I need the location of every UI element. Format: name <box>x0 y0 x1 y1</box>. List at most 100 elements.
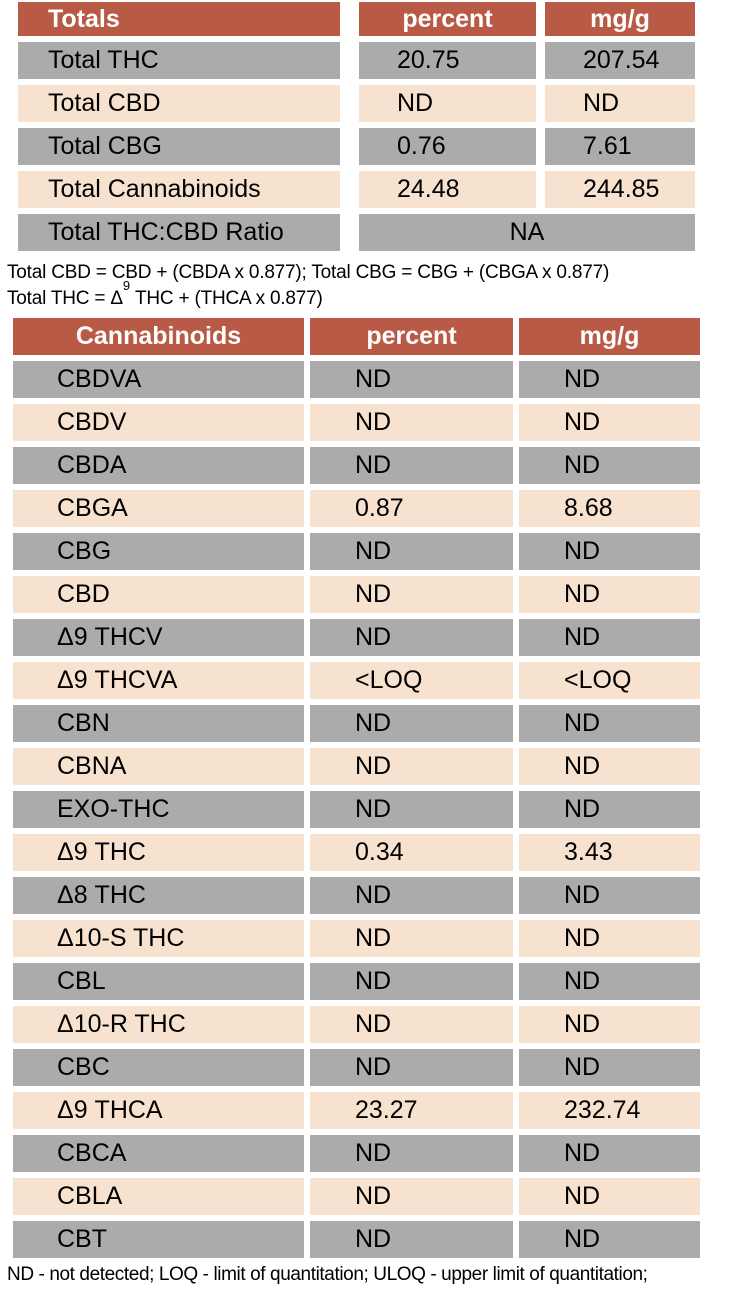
table-row: Total CBD ND ND <box>18 85 695 122</box>
percent-value: 0.34 <box>310 834 513 871</box>
percent-value: ND <box>310 1221 513 1258</box>
percent-value: ND <box>310 619 513 656</box>
analyte-label: Total CBD <box>18 85 340 122</box>
analyte-label: Δ9 THCVA <box>13 662 304 699</box>
percent-value: ND <box>310 963 513 1000</box>
analyte-label: Δ9 THCV <box>13 619 304 656</box>
analyte-label: EXO-THC <box>13 791 304 828</box>
percent-value: ND <box>359 85 536 122</box>
footnote-line-2-suffix: THC + (THCA x 0.877) <box>129 288 323 309</box>
analyte-label: CBG <box>13 533 304 570</box>
analyte-label: CBGA <box>13 490 304 527</box>
table-row: CBGA 0.87 8.68 <box>13 490 700 527</box>
table-row: CBDV ND ND <box>13 404 700 441</box>
ratio-row: Total THC:CBD Ratio NA <box>18 214 695 251</box>
cannabinoids-col-percent: percent <box>310 318 513 355</box>
mgg-value: ND <box>519 1178 700 1215</box>
mgg-value: ND <box>545 85 695 122</box>
table-row: CBCA ND ND <box>13 1135 700 1172</box>
footnote-line-1: Total CBD = CBD + (CBDA x 0.877); Total … <box>7 262 610 283</box>
analyte-label: CBC <box>13 1049 304 1086</box>
table-row: Δ10-S THC ND ND <box>13 920 700 957</box>
percent-value: ND <box>310 748 513 785</box>
mgg-value: ND <box>519 404 700 441</box>
table-row: Total Cannabinoids 24.48 244.85 <box>18 171 695 208</box>
percent-value: ND <box>310 1178 513 1215</box>
analyte-label: Δ10-R THC <box>13 1006 304 1043</box>
formula-footnotes: Total CBD = CBD + (CBDA x 0.877); Total … <box>7 260 730 318</box>
mgg-value: ND <box>519 705 700 742</box>
percent-value: ND <box>310 404 513 441</box>
table-row: Total CBG 0.76 7.61 <box>18 128 695 165</box>
percent-value: 20.75 <box>359 42 536 79</box>
table-row: Total THC 20.75 207.54 <box>18 42 695 79</box>
analyte-label: Δ8 THC <box>13 877 304 914</box>
percent-value: ND <box>310 1006 513 1043</box>
mgg-value: ND <box>519 1049 700 1086</box>
percent-value: ND <box>310 1049 513 1086</box>
percent-value: ND <box>310 705 513 742</box>
mgg-value: ND <box>519 877 700 914</box>
mgg-value: ND <box>519 791 700 828</box>
percent-value: 23.27 <box>310 1092 513 1129</box>
analyte-label: CBDV <box>13 404 304 441</box>
table-row: CBT ND ND <box>13 1221 700 1258</box>
mgg-value: 232.74 <box>519 1092 700 1129</box>
analyte-label: Total CBG <box>18 128 340 165</box>
table-row: CBC ND ND <box>13 1049 700 1086</box>
percent-value: ND <box>310 920 513 957</box>
mgg-value: <LOQ <box>519 662 700 699</box>
analyte-label: Δ9 THC <box>13 834 304 871</box>
percent-value: ND <box>310 791 513 828</box>
mgg-value: ND <box>519 748 700 785</box>
table-row: Δ10-R THC ND ND <box>13 1006 700 1043</box>
analyte-label: CBT <box>13 1221 304 1258</box>
mgg-value: 7.61 <box>545 128 695 165</box>
mgg-value: ND <box>519 963 700 1000</box>
mgg-value: ND <box>519 361 700 398</box>
table-row: CBDA ND ND <box>13 447 700 484</box>
table-row: Δ9 THCV ND ND <box>13 619 700 656</box>
totals-title: Totals <box>18 2 340 36</box>
mgg-value: ND <box>519 576 700 613</box>
table-row: CBDVA ND ND <box>13 361 700 398</box>
cannabinoids-title: Cannabinoids <box>13 318 304 355</box>
mgg-value: 207.54 <box>545 42 695 79</box>
percent-value: <LOQ <box>310 662 513 699</box>
percent-value: ND <box>310 576 513 613</box>
footnote-line-2: Total THC = Δ9 THC + (THCA x 0.877) <box>7 279 730 312</box>
percent-value: ND <box>310 361 513 398</box>
cannabinoids-header-row: Cannabinoids percent mg/g <box>13 318 700 355</box>
analyte-label: CBN <box>13 705 304 742</box>
cannabinoids-table: Cannabinoids percent mg/g CBDVA ND ND CB… <box>13 318 700 1258</box>
percent-value: ND <box>310 447 513 484</box>
analyte-label: CBL <box>13 963 304 1000</box>
percent-value: 0.87 <box>310 490 513 527</box>
table-row: CBNA ND ND <box>13 748 700 785</box>
table-row: Δ8 THC ND ND <box>13 877 700 914</box>
footnote-line-2-superscript: 9 <box>122 277 130 293</box>
percent-value: ND <box>310 533 513 570</box>
percent-value: 0.76 <box>359 128 536 165</box>
analyte-label: CBD <box>13 576 304 613</box>
ratio-label: Total THC:CBD Ratio <box>18 214 340 251</box>
table-row: CBL ND ND <box>13 963 700 1000</box>
mgg-value: ND <box>519 447 700 484</box>
totals-header-row: Totals percent mg/g <box>18 2 695 36</box>
table-row: Δ9 THCVA <LOQ <LOQ <box>13 662 700 699</box>
table-row: Δ9 THCA 23.27 232.74 <box>13 1092 700 1129</box>
mgg-value: 8.68 <box>519 490 700 527</box>
mgg-value: ND <box>519 920 700 957</box>
analyte-label: Δ10-S THC <box>13 920 304 957</box>
ratio-value: NA <box>359 214 695 251</box>
cannabinoids-col-mgg: mg/g <box>519 318 700 355</box>
totals-col-percent: percent <box>359 2 536 36</box>
mgg-value: ND <box>519 1006 700 1043</box>
analyte-label: Δ9 THCA <box>13 1092 304 1129</box>
percent-value: ND <box>310 877 513 914</box>
analyte-label: Total THC <box>18 42 340 79</box>
legend-footnote: ND - not detected; LOQ - limit of quanti… <box>7 1264 648 1285</box>
table-row: Δ9 THC 0.34 3.43 <box>13 834 700 871</box>
table-row: CBN ND ND <box>13 705 700 742</box>
